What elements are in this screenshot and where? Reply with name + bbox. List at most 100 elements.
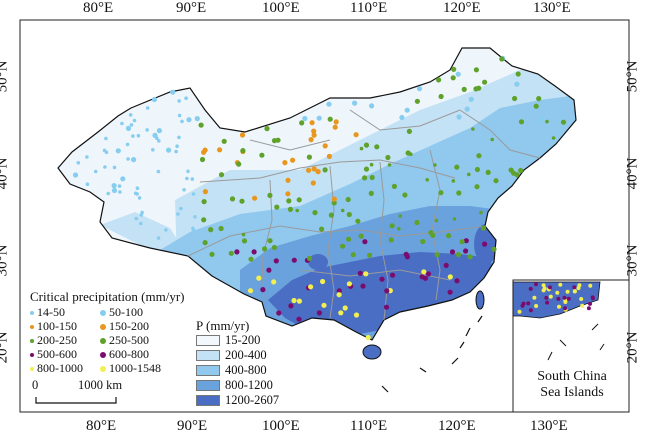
scale-bar-length: 1000 km (78, 378, 123, 392)
station-dot (135, 192, 139, 196)
station-dot (209, 251, 215, 257)
station-dot (306, 255, 313, 261)
station-dot (217, 147, 223, 153)
legend-class-9: 1000-1548 (100, 361, 161, 376)
station-dot (360, 283, 366, 289)
inset-station-dot (528, 308, 533, 313)
station-dot (474, 166, 480, 173)
legend-class-8: 800-1000 (30, 361, 83, 376)
station-dot (473, 67, 479, 73)
lon-label-90: 90°E (176, 0, 207, 16)
precip-class-2: 400-800 (196, 363, 267, 378)
station-dot (275, 137, 281, 143)
station-dot (111, 183, 117, 189)
legend-dot-icon (100, 365, 106, 372)
station-dot (120, 176, 126, 182)
station-dot (471, 127, 475, 131)
station-dot (262, 246, 268, 252)
station-dot (331, 200, 337, 206)
station-dot (131, 157, 137, 163)
station-dot (340, 208, 345, 213)
station-dot (404, 107, 410, 113)
station-dot (139, 213, 144, 217)
legend-label: 50-100 (109, 305, 143, 319)
inset-station-dot (544, 295, 549, 300)
station-dot (367, 252, 373, 258)
station-dot (166, 147, 172, 153)
lat-label-40-right: 40°N (624, 157, 641, 190)
station-dot (145, 106, 150, 110)
legend-class-3: 150-200 (100, 319, 149, 334)
station-markers (72, 55, 595, 341)
station-dot (256, 275, 262, 281)
station-dot (379, 276, 385, 282)
station-dot (476, 85, 482, 91)
swatch-icon (196, 335, 220, 346)
lon-label-80-bottom: 80°E (86, 418, 117, 434)
station-dot (388, 237, 394, 243)
station-dot (311, 128, 317, 134)
legend-class-6: 500-600 (30, 347, 77, 362)
station-dot (474, 184, 480, 190)
station-dot (267, 238, 273, 244)
station-dot (151, 96, 157, 103)
station-dot (414, 98, 420, 104)
inset-station-dot (579, 297, 584, 301)
station-dot (560, 119, 567, 125)
station-dot (369, 103, 375, 109)
station-dot (266, 267, 272, 273)
station-dot (333, 119, 339, 125)
station-dot (406, 128, 412, 134)
station-dot (306, 167, 312, 173)
lon-label-100: 100°E (262, 0, 300, 16)
station-dot (202, 189, 208, 195)
station-dot (276, 310, 282, 316)
station-dot (185, 176, 189, 181)
station-dot (404, 254, 410, 260)
station-dot (482, 241, 488, 247)
station-dot (414, 219, 420, 226)
station-dot (106, 191, 110, 196)
station-dot (125, 125, 132, 131)
inset-station-dot (534, 304, 539, 308)
swatch-icon (196, 380, 220, 391)
legend-class-5: 250-500 (100, 333, 149, 348)
station-dot (539, 116, 545, 122)
zone-1200-2607-spot (308, 254, 328, 270)
station-dot (131, 134, 135, 138)
swatch-icon (196, 395, 220, 406)
legend-label: 14-50 (37, 305, 65, 319)
station-dot (125, 142, 130, 147)
station-dot (322, 167, 328, 173)
station-dot (132, 118, 137, 123)
station-dot (251, 249, 257, 255)
station-dot (85, 155, 89, 159)
swatch-icon (196, 350, 220, 361)
station-dot (285, 191, 291, 197)
station-dot (467, 172, 471, 177)
station-dot (117, 184, 122, 188)
lat-label-50-right: 50°N (624, 60, 641, 93)
station-dot (346, 236, 352, 242)
precip-label: 800-1200 (225, 378, 273, 392)
station-dot (514, 81, 520, 87)
lon-label-80: 80°E (83, 0, 114, 16)
station-dot (259, 152, 265, 158)
scale-bar-zero: 0 (32, 378, 39, 392)
station-dot (139, 221, 143, 226)
station-dot (287, 206, 293, 212)
station-dot (267, 192, 273, 198)
station-dot (342, 305, 348, 311)
precip-class-3: 800-1200 (196, 378, 273, 393)
station-dot (336, 292, 342, 298)
station-dot (202, 240, 208, 246)
station-dot (151, 148, 155, 152)
station-dot (420, 238, 426, 245)
station-dot (352, 100, 358, 106)
station-dot (152, 132, 158, 138)
station-dot (464, 106, 470, 112)
station-dot (338, 310, 344, 316)
inset-caption-line1: South China (537, 369, 607, 384)
lon-label-110-bottom: 110°E (350, 418, 388, 434)
legend-label: 100-150 (37, 319, 77, 333)
